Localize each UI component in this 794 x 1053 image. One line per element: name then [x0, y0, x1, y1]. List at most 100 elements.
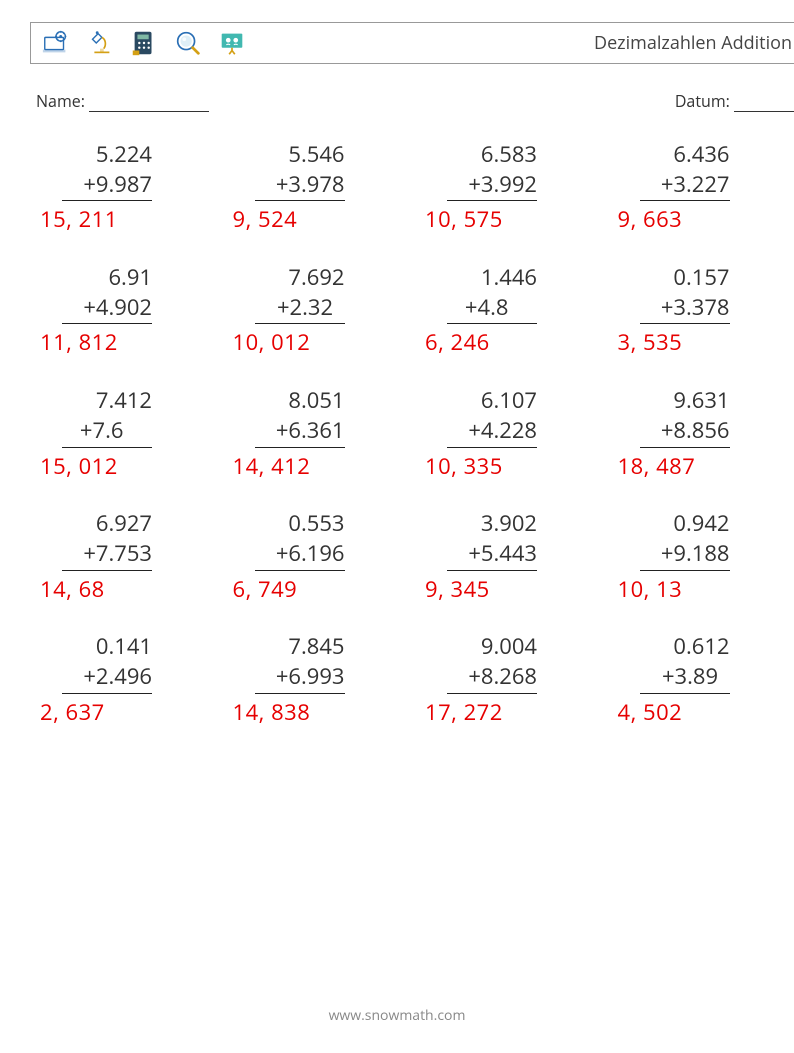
problems-grid: 5.224+9.98715, 2115.546+3.978 9, 5246.58… — [40, 140, 784, 727]
problem-stack: 0.612+3.89 — [640, 632, 730, 693]
answer: 3, 535 — [618, 328, 785, 358]
problem-stack: 7.692+2.32 — [255, 263, 345, 324]
problem-18: 9.004+8.268 17, 272 — [425, 632, 592, 727]
answer: 10, 575 — [425, 205, 592, 235]
answer: 2, 637 — [40, 698, 207, 728]
operand-1: 0.553 — [255, 509, 345, 539]
operand-1: 7.692 — [255, 263, 345, 293]
operand-2: +5.443 — [447, 539, 537, 571]
problem-stack: 0.157+3.378 — [640, 263, 730, 324]
microscope-icon — [85, 28, 115, 58]
answer: 9, 345 — [425, 575, 592, 605]
operand-1: 6.107 — [447, 386, 537, 416]
problem-9: 8.051+6.361 14, 412 — [233, 386, 400, 481]
operand-2: +8.268 — [447, 662, 537, 694]
date-label: Datum: — [675, 90, 730, 112]
operand-1: 7.845 — [255, 632, 345, 662]
date-underline — [734, 97, 794, 112]
operand-2: +3.378 — [640, 293, 730, 325]
answer: 15, 012 — [40, 452, 207, 482]
problem-14: 3.902+5.443 9, 345 — [425, 509, 592, 604]
name-field: Name: — [36, 90, 209, 112]
operand-2: +9.987 — [62, 170, 152, 202]
problem-11: 9.631+8.856 18, 487 — [618, 386, 785, 481]
operand-1: 6.583 — [447, 140, 537, 170]
problem-stack: 6.107+4.228 — [447, 386, 537, 447]
operand-1: 9.631 — [640, 386, 730, 416]
problem-stack: 6.436+3.227 — [640, 140, 730, 201]
operand-2: +4.228 — [447, 416, 537, 448]
operand-2: +8.856 — [640, 416, 730, 448]
operand-2: +2.496 — [62, 662, 152, 694]
operand-1: 5.224 — [62, 140, 152, 170]
problem-stack: 6.91+4.902 — [62, 263, 152, 324]
operand-1: 9.004 — [447, 632, 537, 662]
operand-1: 8.051 — [255, 386, 345, 416]
problem-stack: 6.583+3.992 — [447, 140, 537, 201]
problem-stack: 5.546+3.978 — [255, 140, 345, 201]
problem-17: 7.845+6.993 14, 838 — [233, 632, 400, 727]
problem-stack: 8.051+6.361 — [255, 386, 345, 447]
laptop-gear-icon — [41, 28, 71, 58]
operand-1: 1.446 — [447, 263, 537, 293]
answer: 4, 502 — [618, 698, 785, 728]
problem-4: 6.91+4.90211, 812 — [40, 263, 207, 358]
problem-stack: 7.845+6.993 — [255, 632, 345, 693]
answer: 6, 246 — [425, 328, 592, 358]
problem-10: 6.107+4.228 10, 335 — [425, 386, 592, 481]
answer: 9, 663 — [618, 205, 785, 235]
problem-13: 0.553+6.196 6, 749 — [233, 509, 400, 604]
operand-2: +3.992 — [447, 170, 537, 202]
operand-2: +4.902 — [62, 293, 152, 325]
answer: 10, 335 — [425, 452, 592, 482]
answer: 10, 13 — [618, 575, 785, 605]
operand-1: 6.927 — [62, 509, 152, 539]
answer: 17, 272 — [425, 698, 592, 728]
answer: 14, 838 — [233, 698, 400, 728]
operand-2: +3.978 — [255, 170, 345, 202]
operand-1: 0.157 — [640, 263, 730, 293]
operand-1: 5.546 — [255, 140, 345, 170]
magnifier-icon — [173, 28, 203, 58]
problem-stack: 6.927+7.753 — [62, 509, 152, 570]
answer: 9, 524 — [233, 205, 400, 235]
operand-1: 6.91 — [62, 263, 152, 293]
operand-2: +9.188 — [640, 539, 730, 571]
operand-1: 0.612 — [640, 632, 730, 662]
operand-2: +6.196 — [255, 539, 345, 571]
answer: 10, 012 — [233, 328, 400, 358]
footer-url: www.snowmath.com — [0, 1006, 794, 1025]
problem-3: 6.436+3.227 9, 663 — [618, 140, 785, 235]
answer: 18, 487 — [618, 452, 785, 482]
problem-12: 6.927+7.753 14, 68 — [40, 509, 207, 604]
operand-1: 0.141 — [62, 632, 152, 662]
problem-19: 0.612+3.89 4, 502 — [618, 632, 785, 727]
operand-2: +7.6 — [62, 416, 152, 448]
problem-6: 1.446+4.8 6, 246 — [425, 263, 592, 358]
meta-row: Name: Datum: — [36, 90, 794, 112]
problem-15: 0.942+9.188 10, 13 — [618, 509, 785, 604]
header-icons — [41, 28, 247, 58]
problem-16: 0.141+2.496 2, 637 — [40, 632, 207, 727]
date-field: Datum: — [675, 90, 794, 112]
problem-8: 7.412+7.6 15, 012 — [40, 386, 207, 481]
problem-stack: 3.902+5.443 — [447, 509, 537, 570]
operand-2: +6.993 — [255, 662, 345, 694]
problem-0: 5.224+9.98715, 211 — [40, 140, 207, 235]
name-underline — [89, 97, 209, 112]
problem-stack: 5.224+9.987 — [62, 140, 152, 201]
problem-stack: 1.446+4.8 — [447, 263, 537, 324]
operand-2: +3.227 — [640, 170, 730, 202]
problem-stack: 9.004+8.268 — [447, 632, 537, 693]
presentation-icon — [217, 28, 247, 58]
worksheet-title: Dezimalzahlen Addition — [594, 31, 794, 55]
answer: 14, 412 — [233, 452, 400, 482]
problem-stack: 7.412+7.6 — [62, 386, 152, 447]
operand-2: +2.32 — [255, 293, 345, 325]
header-bar: Dezimalzahlen Addition — [30, 22, 794, 64]
problem-stack: 0.942+9.188 — [640, 509, 730, 570]
answer: 15, 211 — [40, 205, 207, 235]
answer: 14, 68 — [40, 575, 207, 605]
problem-stack: 0.141+2.496 — [62, 632, 152, 693]
operand-1: 7.412 — [62, 386, 152, 416]
